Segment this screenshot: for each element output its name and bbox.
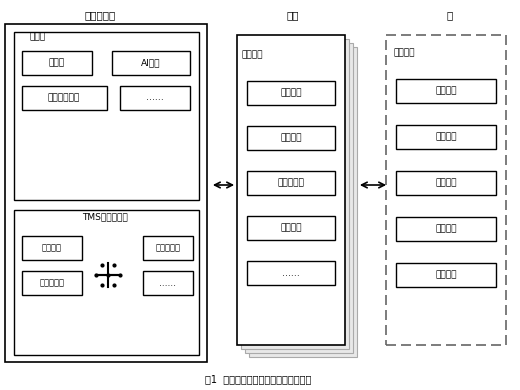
Bar: [22, 86, 107, 110]
Bar: [396, 263, 496, 287]
Bar: [143, 271, 193, 295]
Bar: [14, 210, 199, 355]
Bar: [112, 51, 190, 75]
Text: 设备连接: 设备连接: [435, 133, 457, 142]
Bar: [386, 35, 506, 345]
Bar: [247, 81, 335, 105]
Text: TMS边缘云平台: TMS边缘云平台: [82, 213, 128, 222]
Bar: [396, 217, 496, 241]
Text: 持久化存储: 持久化存储: [278, 179, 304, 188]
Bar: [241, 39, 349, 349]
Bar: [22, 271, 82, 295]
Bar: [22, 51, 92, 75]
Bar: [247, 261, 335, 285]
Text: AI训练: AI训练: [141, 58, 161, 67]
Bar: [396, 79, 496, 103]
Text: 归并结果分析: 归并结果分析: [48, 94, 80, 103]
Text: ……: ……: [160, 278, 176, 287]
Text: 端: 端: [447, 10, 453, 20]
Text: 设备连接: 设备连接: [435, 271, 457, 280]
Bar: [237, 35, 345, 345]
Text: 节点调度: 节点调度: [42, 243, 62, 252]
Bar: [247, 216, 335, 240]
Text: 设备连接: 设备连接: [435, 179, 457, 188]
Text: 边缘云: 边缘云: [30, 32, 46, 41]
Bar: [22, 236, 82, 260]
Bar: [396, 125, 496, 149]
Text: 设备连接: 设备连接: [280, 89, 302, 98]
Text: ……: ……: [282, 268, 300, 278]
Text: 设备资源: 设备资源: [394, 48, 415, 57]
Text: ……: ……: [146, 94, 164, 103]
Text: 边缘: 边缘: [287, 10, 299, 20]
Text: 告警归并: 告警归并: [280, 223, 302, 232]
Text: 边缘节点: 边缘节点: [242, 50, 264, 60]
Bar: [5, 24, 207, 362]
Bar: [396, 171, 496, 195]
Bar: [14, 32, 199, 200]
Text: 告警采集: 告警采集: [280, 133, 302, 142]
Bar: [120, 86, 190, 110]
Text: 故障单派发: 故障单派发: [40, 278, 64, 287]
Text: 设备连接: 设备连接: [435, 225, 457, 234]
Text: 云数据中心: 云数据中心: [84, 10, 115, 20]
Bar: [249, 47, 357, 357]
Bar: [245, 43, 353, 353]
Bar: [247, 171, 335, 195]
Text: 设备连接: 设备连接: [435, 87, 457, 96]
Text: 知识库更新: 知识库更新: [155, 243, 180, 252]
Bar: [143, 236, 193, 260]
Text: 图1  电力通信网自动派单边缘计算系统: 图1 电力通信网自动派单边缘计算系统: [205, 374, 311, 384]
Bar: [247, 126, 335, 150]
Text: 云存储: 云存储: [49, 58, 65, 67]
